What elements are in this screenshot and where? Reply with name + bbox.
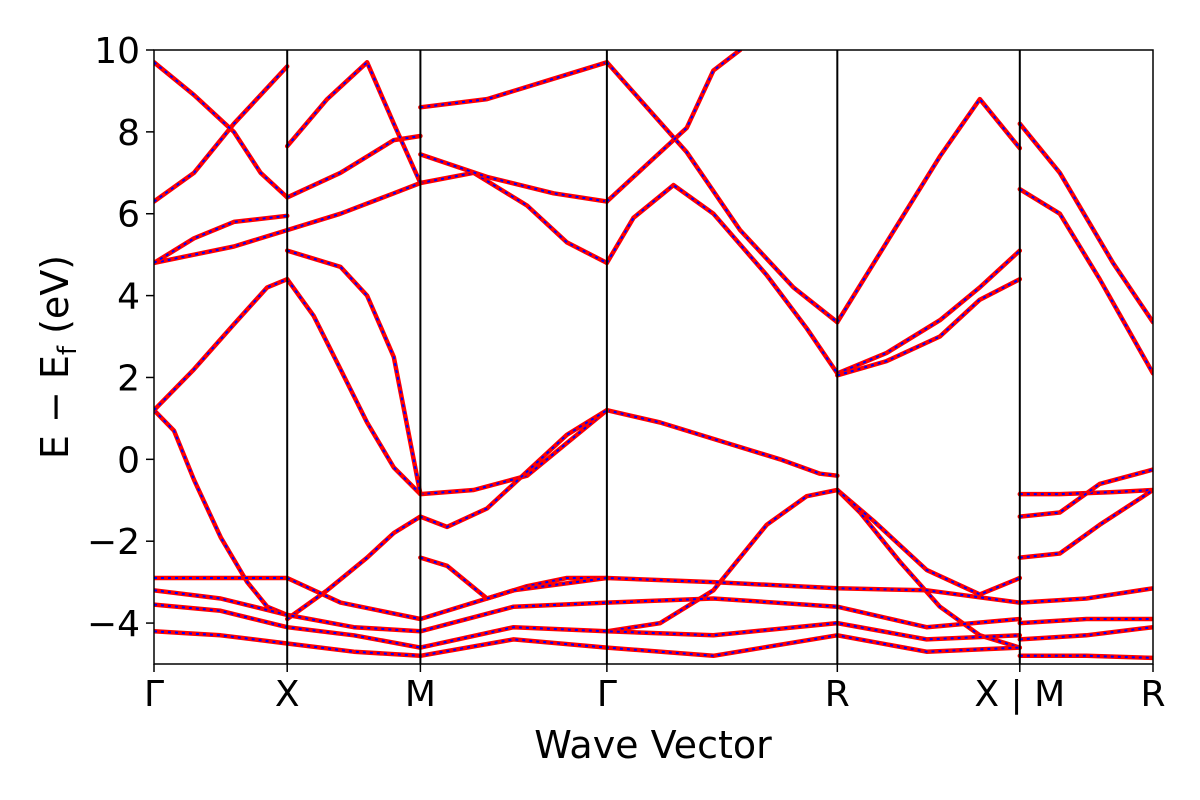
x-axis-ticks: Γ X M Γ R X | M R: [144, 664, 1166, 715]
band-line-overlay: [1019, 188, 1153, 374]
band-line: [1017, 487, 1153, 560]
x-tick-label: R: [1140, 674, 1165, 715]
band-line-overlay: [154, 603, 1020, 649]
band-line-overlay: [154, 61, 288, 199]
bands-layer: [154, 50, 1153, 661]
band-line-overlay: [286, 60, 422, 184]
kpoint-lines: [286, 50, 1021, 664]
band-line-overlay: [1019, 587, 1153, 604]
band-line-overlay: [1019, 626, 1153, 641]
band-line: [604, 182, 840, 376]
band-line-overlay: [154, 409, 288, 616]
x-axis-title: Wave Vector: [534, 723, 772, 767]
band-line: [604, 407, 840, 478]
x-tick-label: Γ: [144, 674, 164, 715]
band-line: [154, 629, 1023, 659]
y-axis-title-main: E − E: [33, 355, 77, 459]
band-line: [154, 276, 290, 413]
band-line-overlay: [154, 589, 1020, 633]
x-tick-label: Γ: [597, 674, 617, 715]
y-tick-label: −4: [87, 604, 140, 645]
band-line-overlay: [420, 153, 608, 203]
x-tick-label: X: [275, 674, 300, 715]
band-line: [154, 60, 290, 200]
band-line: [284, 407, 610, 622]
y-tick-label: 10: [94, 31, 140, 72]
band-line-overlay: [1019, 123, 1153, 323]
band-line-overlay: [1019, 468, 1153, 518]
band-line: [835, 96, 1023, 325]
band-line: [154, 575, 1023, 622]
y-tick-label: −2: [87, 522, 140, 563]
band-line-overlay: [154, 278, 288, 411]
band-line: [154, 227, 290, 266]
band-line-overlay: [606, 50, 741, 203]
band-line: [604, 60, 840, 325]
x-tick-label: X | M: [974, 674, 1065, 715]
band-line: [604, 487, 840, 634]
y-tick-label: 0: [117, 440, 140, 481]
band-line-overlay: [1019, 489, 1153, 496]
band-line: [604, 50, 743, 204]
band-line: [835, 487, 1023, 597]
band-line-overlay: [154, 214, 288, 264]
band-line: [154, 407, 290, 618]
band-line: [835, 248, 1023, 376]
band-line-overlay: [286, 135, 421, 199]
plot-frame: [153, 49, 1154, 665]
y-tick-label: 2: [117, 358, 140, 399]
band-line-overlay: [836, 489, 1021, 596]
band-line-overlay: [1019, 654, 1153, 659]
y-tick-label: 8: [117, 113, 140, 154]
band-line: [418, 60, 610, 110]
band-line-overlay: [836, 97, 1021, 323]
y-axis-title-unit: (eV): [33, 255, 77, 346]
band-line-overlay: [420, 409, 608, 496]
band-line: [284, 248, 423, 497]
band-line-overlay: [606, 409, 838, 477]
band-line-overlay: [606, 489, 838, 633]
x-tick-label: M: [405, 674, 436, 715]
band-line-overlay: [1019, 618, 1153, 625]
band-line: [154, 213, 290, 266]
y-axis-title: E − Ef (eV): [33, 255, 83, 459]
band-line-overlay: [420, 171, 608, 264]
band-line-overlay: [286, 182, 421, 232]
band-line-overlay: [606, 61, 838, 323]
y-axis-ticks: −4 −2 0 2 4 6 8 10: [87, 31, 154, 645]
y-axis-title-sub: f: [53, 345, 83, 355]
band-line-overlay: [286, 278, 422, 495]
band-line-overlay: [1019, 489, 1153, 559]
band-line-overlay: [286, 409, 608, 620]
y-tick-label: 4: [117, 277, 140, 318]
band-line-overlay: [154, 65, 288, 203]
y-tick-label: 6: [117, 195, 140, 236]
band-line-overlay: [836, 249, 1021, 375]
x-tick-label: R: [825, 674, 850, 715]
band-line: [418, 170, 610, 266]
band-line-overlay: [286, 249, 422, 495]
band-line: [835, 276, 1023, 378]
